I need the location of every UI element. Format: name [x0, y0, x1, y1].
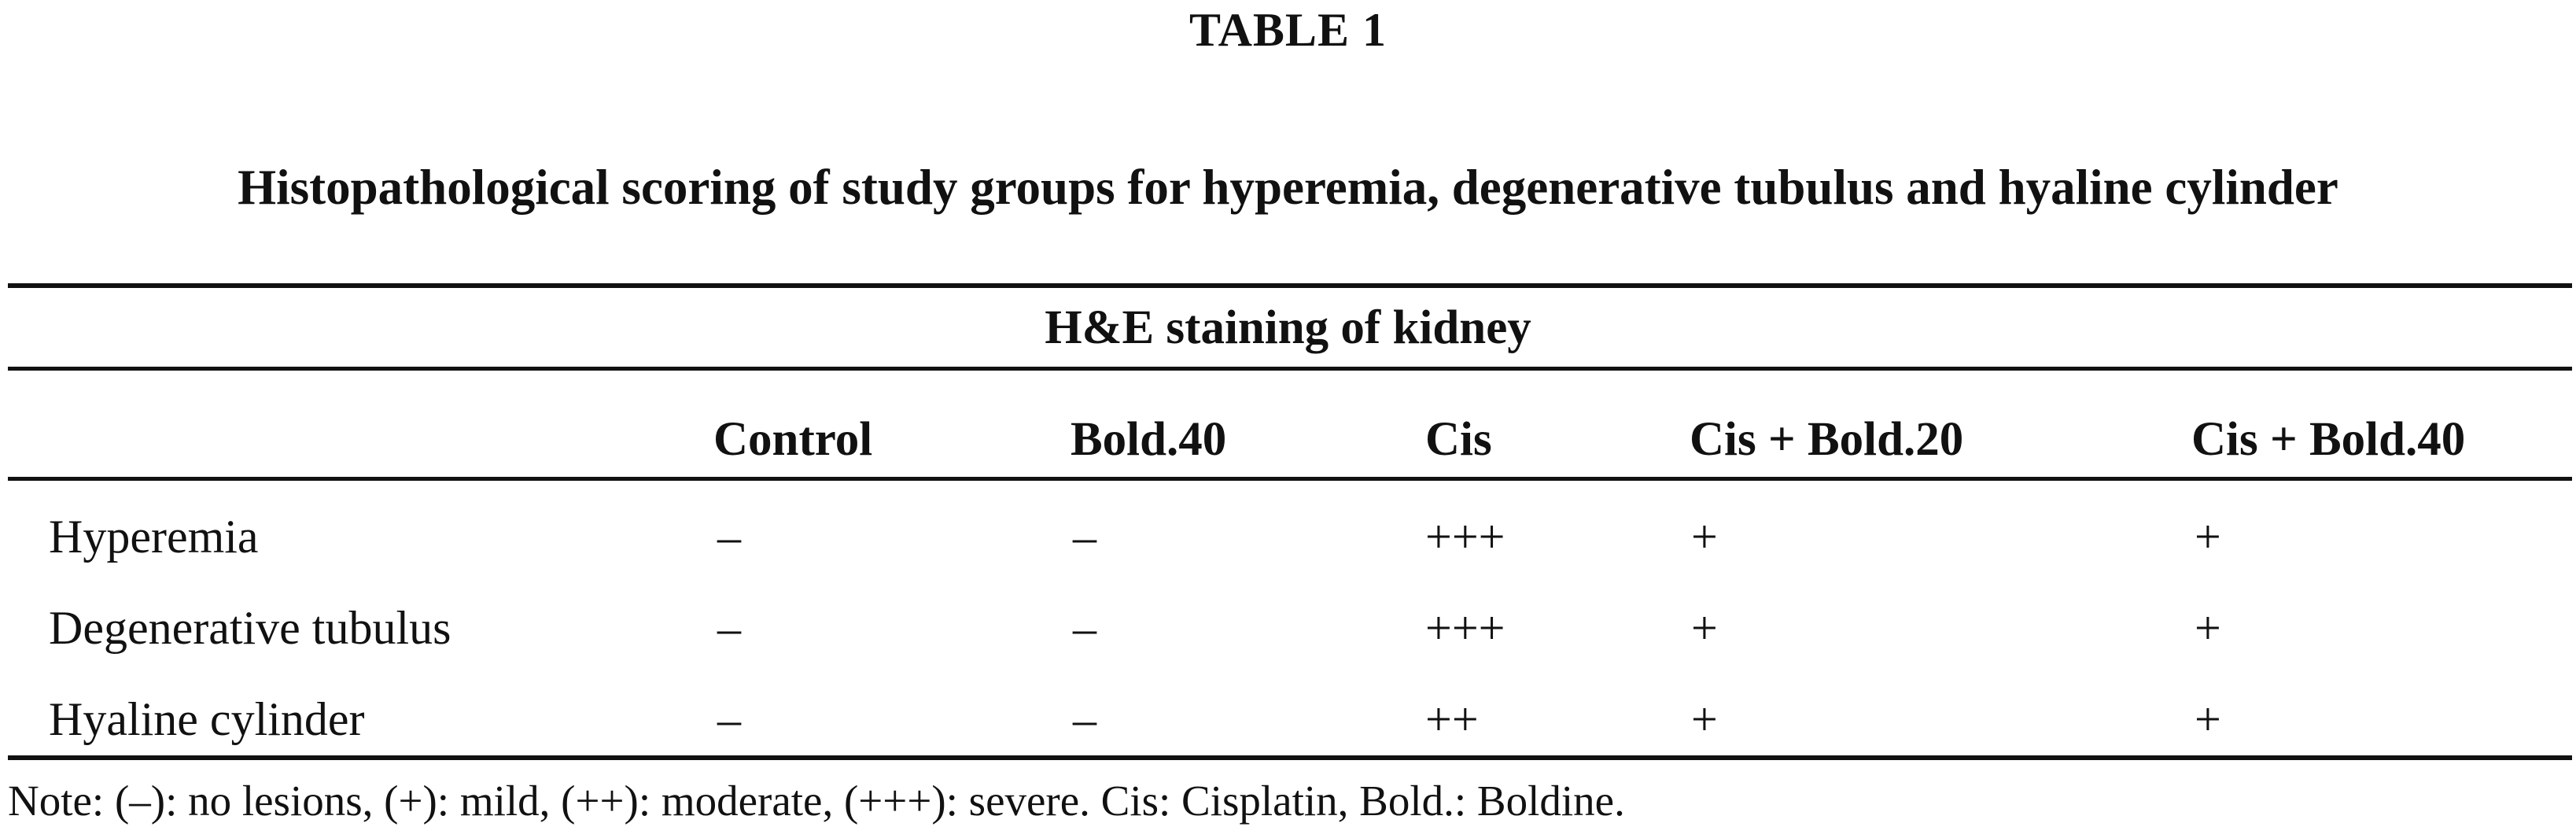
column-header-cis-bold40: Cis + Bold.40 — [2191, 413, 2466, 466]
header-rule — [8, 477, 2572, 481]
row-label-degenerative-tubulus: Degenerative tubulus — [49, 602, 451, 654]
row-label-hyperemia: Hyperemia — [49, 511, 259, 563]
table-caption: Histopathological scoring of study group… — [238, 160, 2338, 215]
table-cell: + — [2195, 602, 2221, 654]
table-cell: + — [2195, 693, 2221, 745]
table-cell: +++ — [1425, 602, 1505, 654]
table-cell: + — [1691, 693, 1718, 745]
table-cell: – — [1073, 602, 1096, 654]
column-header-cis-bold20: Cis + Bold.20 — [1690, 413, 1964, 466]
table-cell: – — [1073, 693, 1096, 745]
table-cell: + — [1691, 602, 1718, 654]
table-footnote: Note: (–): no lesions, (+): mild, (++): … — [8, 777, 1625, 825]
spanner-rule — [8, 367, 2572, 371]
column-spanner-heading: H&E staining of kidney — [1045, 301, 1531, 354]
table-cell: +++ — [1425, 511, 1505, 563]
table-cell: + — [2195, 511, 2221, 563]
table-label: TABLE 1 — [1189, 4, 1387, 56]
bottom-rule — [8, 755, 2572, 760]
table-cell: – — [717, 602, 741, 654]
table-cell: – — [717, 693, 741, 745]
table-cell: + — [1691, 511, 1718, 563]
top-rule — [8, 283, 2572, 288]
column-header-cis: Cis — [1425, 413, 1492, 466]
table-cell: – — [1073, 511, 1096, 563]
column-header-control: Control — [713, 413, 873, 466]
table-cell: – — [717, 511, 741, 563]
row-label-hyaline-cylinder: Hyaline cylinder — [49, 693, 365, 745]
column-header-bold40: Bold.40 — [1071, 413, 1227, 466]
table-cell: ++ — [1425, 693, 1479, 745]
